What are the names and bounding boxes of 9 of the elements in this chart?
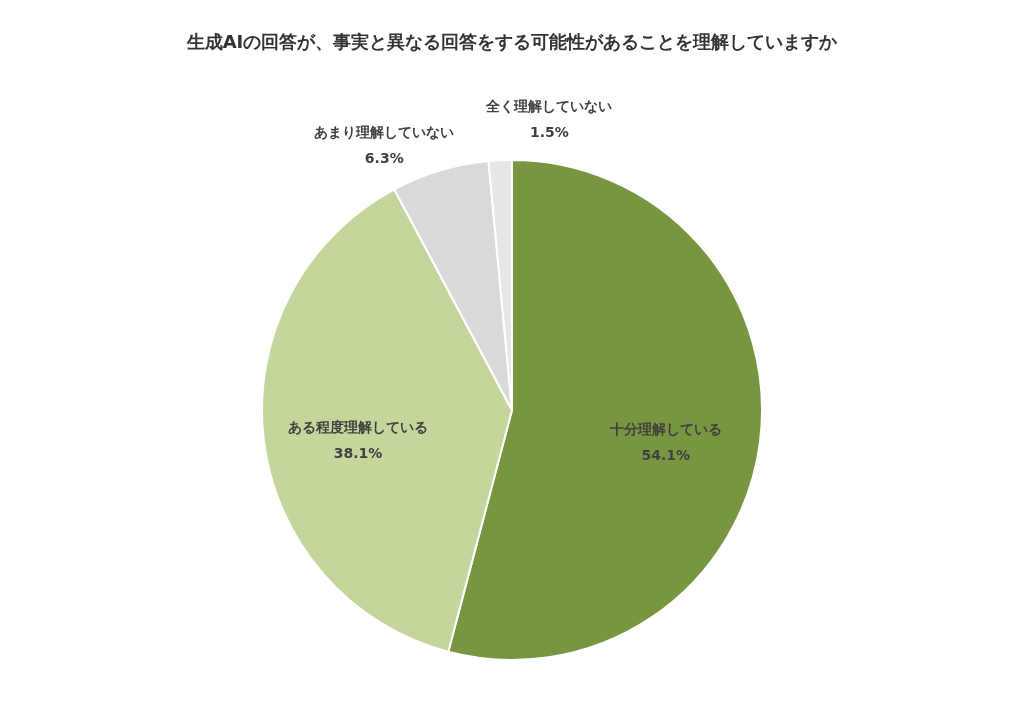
slice-label: ある程度理解している — [288, 418, 429, 435]
slice-label: あまり理解していない — [314, 124, 455, 141]
slice-label: 全く理解していない — [485, 98, 613, 115]
slice-label: 十分理解している — [608, 420, 722, 437]
data-label: 6.3% — [364, 150, 404, 167]
data-label: 54.1% — [641, 446, 691, 463]
data-label: 38.1% — [333, 444, 383, 461]
chart-title: 生成AIの回答が、事実と異なる回答をする可能性があることを理解していますか — [185, 31, 839, 52]
data-label: 1.5% — [529, 124, 569, 141]
